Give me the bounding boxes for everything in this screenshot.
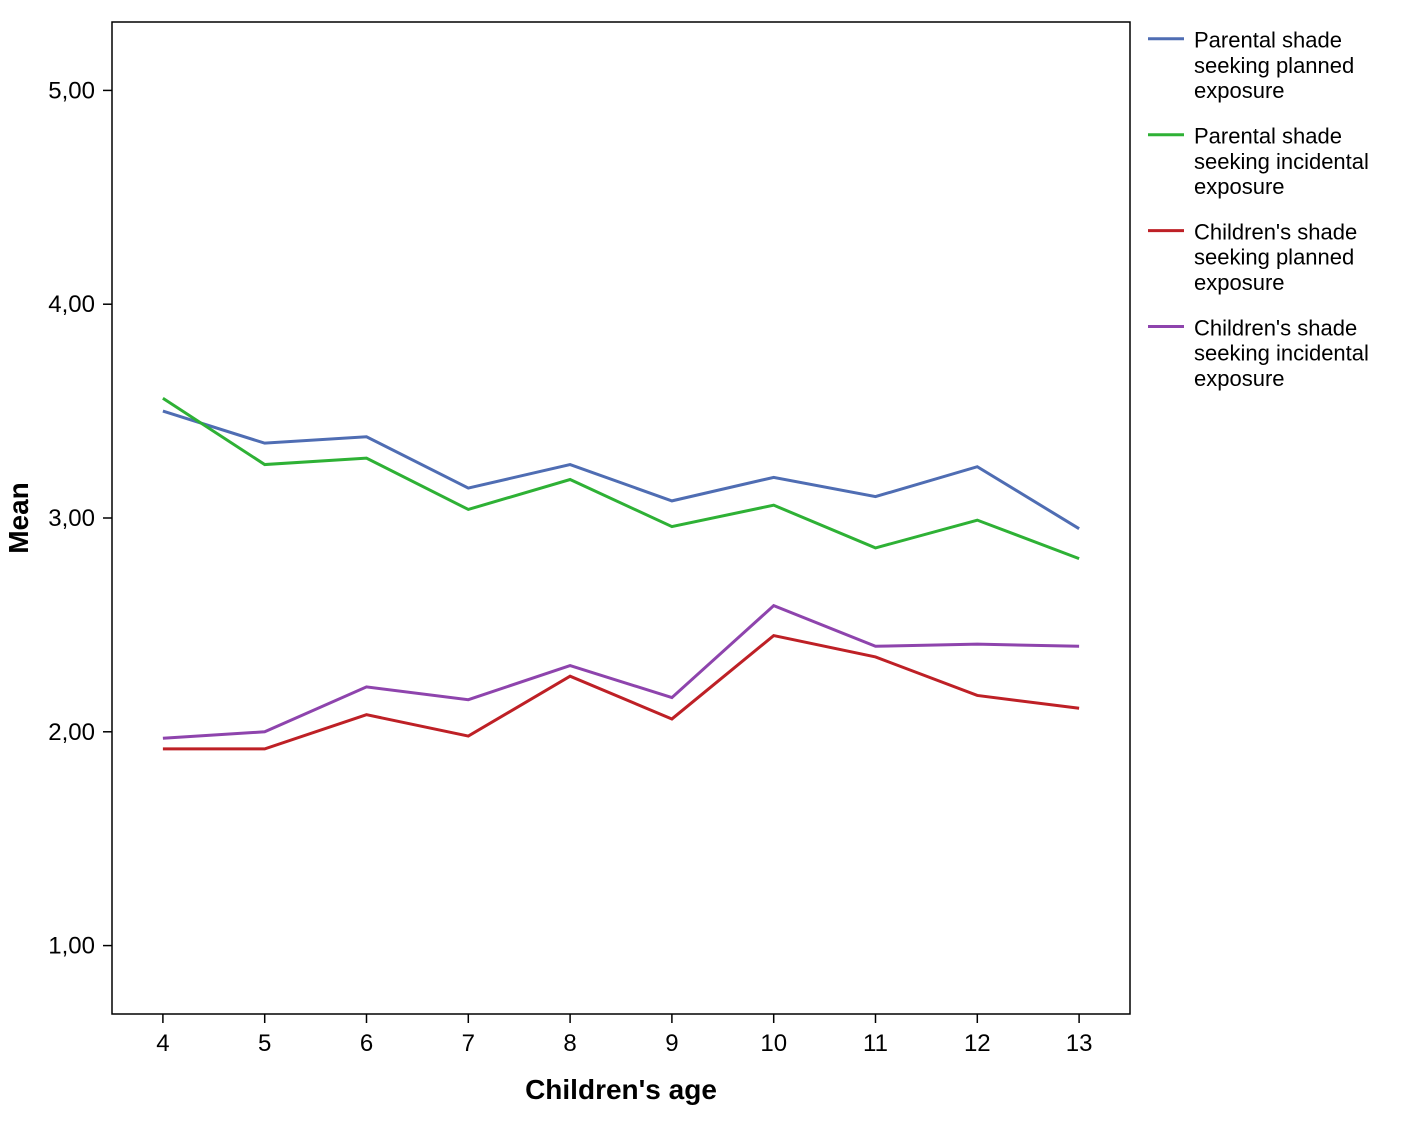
legend-label-1: Parental shade (1194, 124, 1342, 149)
y-tick-label: 4,00 (48, 291, 95, 318)
y-tick-label: 1,00 (48, 933, 95, 960)
line-chart: 1,00 2,00 3,00 4,00 5,00 4 5 6 7 8 9 10 11 12 13 Mean Ch… (0, 0, 1418, 1133)
legend-label-1: seeking incidental (1194, 149, 1369, 174)
x-tick-label: 5 (258, 1030, 271, 1057)
legend-label-0: Parental shade (1194, 28, 1342, 53)
x-axis-label: Children's age (525, 1074, 717, 1105)
x-tick-label: 7 (462, 1030, 475, 1057)
x-tick-label: 12 (964, 1030, 991, 1057)
x-tick-label: 10 (760, 1030, 787, 1057)
legend-label-3: Children's shade (1194, 315, 1357, 340)
legend-label-2: seeking planned (1194, 245, 1354, 270)
x-tick-label: 8 (563, 1030, 576, 1057)
y-tick-label: 2,00 (48, 719, 95, 746)
plot-background (112, 22, 1130, 1014)
legend-label-3: seeking incidental (1194, 341, 1369, 366)
legend-label-3: exposure (1194, 366, 1285, 391)
chart-container: 1,00 2,00 3,00 4,00 5,00 4 5 6 7 8 9 10 11 12 13 Mean Ch… (0, 0, 1418, 1133)
legend-label-2: exposure (1194, 270, 1285, 295)
y-tick-label: 5,00 (48, 77, 95, 104)
y-tick-label: 3,00 (48, 505, 95, 532)
legend-label-0: seeking planned (1194, 53, 1354, 78)
legend-label-0: exposure (1194, 78, 1285, 103)
legend-label-1: exposure (1194, 174, 1285, 199)
x-tick-label: 4 (156, 1030, 169, 1057)
y-axis-label: Mean (3, 482, 34, 554)
legend-label-2: Children's shade (1194, 219, 1357, 244)
x-tick-label: 9 (665, 1030, 678, 1057)
x-tick-label: 11 (863, 1030, 888, 1057)
x-tick-label: 6 (360, 1030, 373, 1057)
x-tick-label: 13 (1066, 1030, 1093, 1057)
